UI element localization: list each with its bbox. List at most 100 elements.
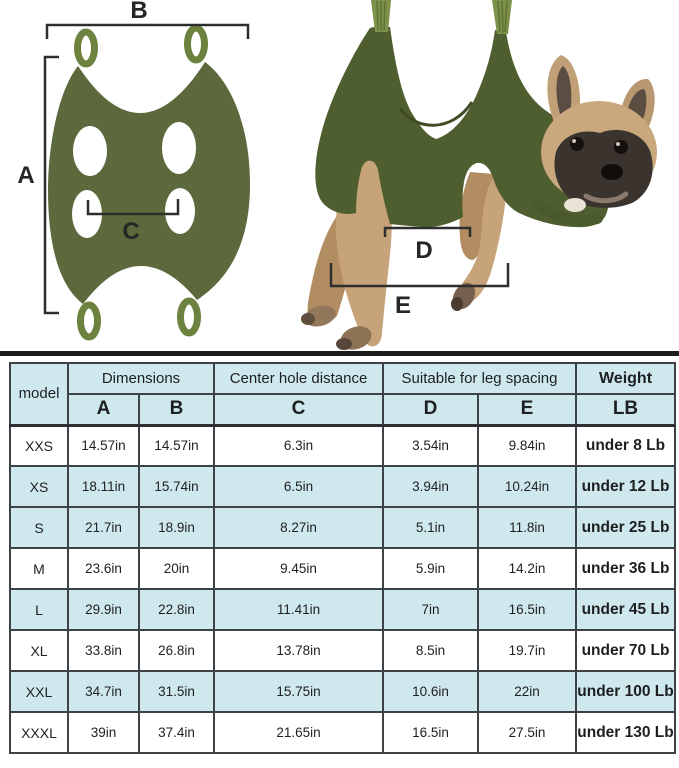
cell-d: 10.6in bbox=[382, 670, 479, 713]
dimension-d-bracket bbox=[383, 226, 472, 237]
cell-b: 31.5in bbox=[138, 670, 215, 713]
cell-c: 13.78in bbox=[213, 629, 384, 672]
cell-c: 9.45in bbox=[213, 547, 384, 590]
strap-stitching bbox=[497, 0, 508, 34]
cell-e: 16.5in bbox=[477, 588, 577, 631]
table-header: model Dimensions Center hole distance Su… bbox=[9, 362, 676, 426]
cell-d: 5.1in bbox=[382, 506, 479, 549]
dog-ear-inner bbox=[556, 66, 572, 114]
dog-paw bbox=[451, 297, 463, 311]
cell-weight: under 8 Lb bbox=[575, 424, 676, 467]
cell-d: 3.54in bbox=[382, 424, 479, 467]
dog-jowl bbox=[583, 191, 629, 204]
header-weight: Weight bbox=[575, 362, 676, 395]
cell-a: 21.7in bbox=[67, 506, 140, 549]
size-chart-table: model Dimensions Center hole distance Su… bbox=[9, 362, 676, 754]
dimension-label-e: E bbox=[395, 292, 411, 319]
table-row: XS 18.11in 15.74in 6.5in 3.94in 10.24in … bbox=[9, 465, 676, 508]
cell-a: 18.11in bbox=[67, 465, 140, 508]
cell-c: 15.75in bbox=[213, 670, 384, 713]
grooming-hole bbox=[162, 122, 196, 174]
header-col-b: B bbox=[138, 393, 215, 426]
cell-c: 11.41in bbox=[213, 588, 384, 631]
divider-rule bbox=[0, 351, 679, 356]
header-col-e: E bbox=[477, 393, 577, 426]
header-col-a: A bbox=[67, 393, 140, 426]
dog-nose bbox=[601, 164, 623, 180]
cell-weight: under 25 Lb bbox=[575, 506, 676, 549]
cell-b: 15.74in bbox=[138, 465, 215, 508]
cell-b: 22.8in bbox=[138, 588, 215, 631]
cell-e: 11.8in bbox=[477, 506, 577, 549]
product-diagrams: B A C bbox=[17, 0, 657, 350]
cell-b: 37.4in bbox=[138, 711, 215, 754]
fabric-fold-shadow bbox=[398, 101, 474, 127]
cell-weight: under 130 Lb bbox=[575, 711, 676, 754]
dimension-c-bracket bbox=[86, 199, 180, 216]
cell-a: 33.8in bbox=[67, 629, 140, 672]
grooming-hole bbox=[165, 188, 195, 234]
dog-front-leg-far bbox=[459, 172, 494, 260]
cell-weight: under 45 Lb bbox=[575, 588, 676, 631]
cell-model: XXXL bbox=[9, 711, 69, 754]
cell-weight: under 70 Lb bbox=[575, 629, 676, 672]
hammock-fabric bbox=[48, 62, 250, 304]
header-col-c: C bbox=[213, 393, 384, 426]
cell-c: 21.65in bbox=[213, 711, 384, 754]
cell-d: 16.5in bbox=[382, 711, 479, 754]
cell-e: 10.24in bbox=[477, 465, 577, 508]
table-row: XXL 34.7in 31.5in 15.75in 10.6in 22in un… bbox=[9, 670, 676, 713]
hanging-loop bbox=[184, 24, 208, 64]
dimension-b-bracket bbox=[45, 23, 250, 39]
header-center-hole: Center hole distance bbox=[213, 362, 384, 395]
strap-stitching bbox=[376, 0, 386, 31]
hanging-straps bbox=[371, 0, 512, 34]
cell-weight: under 36 Lb bbox=[575, 547, 676, 590]
dog-paw bbox=[336, 338, 352, 350]
cell-b: 14.57in bbox=[138, 424, 215, 467]
table-row: M 23.6in 20in 9.45in 5.9in 14.2in under … bbox=[9, 547, 676, 590]
cell-c: 8.27in bbox=[213, 506, 384, 549]
fabric-collar bbox=[532, 196, 603, 226]
hammock-fabric-hanging bbox=[315, 26, 610, 228]
table-row: XL 33.8in 26.8in 13.78in 8.5in 19.7in un… bbox=[9, 629, 676, 672]
dimension-label-c: C bbox=[122, 218, 139, 245]
cell-a: 23.6in bbox=[67, 547, 140, 590]
cell-weight: under 100 Lb bbox=[575, 670, 676, 713]
dog-eye bbox=[570, 137, 584, 151]
cell-a: 34.7in bbox=[67, 670, 140, 713]
cell-c: 6.5in bbox=[213, 465, 384, 508]
header-col-lb: LB bbox=[575, 393, 676, 426]
dog-legs bbox=[301, 159, 508, 350]
dog-head bbox=[532, 55, 657, 226]
cell-b: 20in bbox=[138, 547, 215, 590]
header-col-d: D bbox=[382, 393, 479, 426]
dog-eye-glint bbox=[616, 142, 620, 146]
dog-front-leg-near bbox=[458, 168, 508, 304]
dog-in-hammock-diagram: D E bbox=[301, 0, 657, 350]
cell-model: XXS bbox=[9, 424, 69, 467]
table-row: XXS 14.57in 14.57in 6.3in 3.54in 9.84in … bbox=[9, 424, 676, 467]
dog-paw bbox=[301, 313, 315, 325]
cell-a: 39in bbox=[67, 711, 140, 754]
dimension-label-a: A bbox=[17, 162, 34, 189]
cell-e: 27.5in bbox=[477, 711, 577, 754]
header-leg-spacing: Suitable for leg spacing bbox=[382, 362, 577, 395]
grooming-hole bbox=[73, 126, 107, 176]
cell-d: 3.94in bbox=[382, 465, 479, 508]
cell-d: 8.5in bbox=[382, 629, 479, 672]
cell-e: 22in bbox=[477, 670, 577, 713]
table-row: L 29.9in 22.8in 11.41in 7in 16.5in under… bbox=[9, 588, 676, 631]
cell-model: XL bbox=[9, 629, 69, 672]
cell-model: S bbox=[9, 506, 69, 549]
table-row: XXXL 39in 37.4in 21.65in 16.5in 27.5in u… bbox=[9, 711, 676, 754]
table-row: S 21.7in 18.9in 8.27in 5.1in 11.8in unde… bbox=[9, 506, 676, 549]
dimension-e-bracket bbox=[329, 263, 510, 288]
cell-model: M bbox=[9, 547, 69, 590]
cell-c: 6.3in bbox=[213, 424, 384, 467]
hammock-flat-diagram: B A C bbox=[17, 0, 250, 341]
dog-chest-patch bbox=[564, 198, 586, 212]
cell-model: XS bbox=[9, 465, 69, 508]
cell-e: 9.84in bbox=[477, 424, 577, 467]
